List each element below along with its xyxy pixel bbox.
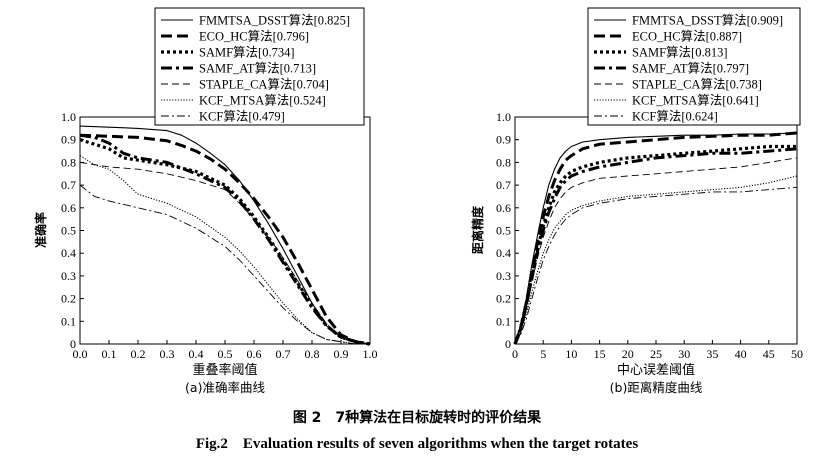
distance-x-tick-label: 5 [540, 347, 546, 361]
distance-legend-label-3: SAMF算法[0.813] [632, 45, 728, 60]
distance-y-tick-label: 0.9 [496, 133, 511, 147]
accuracy-x-tick-label: 0.6 [247, 347, 262, 361]
distance-x-axis-label: 中心误差阈值 [617, 362, 695, 378]
distance-x-tick-label: 40 [735, 347, 747, 361]
distance-series-line-3 [513, 144, 797, 345]
accuracy-x-tick-label: 0.5 [218, 347, 233, 361]
accuracy-x-tick-label: 1.0 [363, 347, 378, 361]
accuracy-legend-label-6: KCF_MTSA算法[0.524] [199, 93, 326, 108]
accuracy-legend-label-2: ECO_HC算法[0.796] [199, 29, 309, 44]
distance-legend-label-7: KCF算法[0.624] [632, 109, 718, 124]
accuracy-series-line-6 [79, 155, 370, 345]
distance-x-tick-label: 0 [512, 347, 518, 361]
distance-y-tick-label: 0.7 [496, 178, 511, 192]
accuracy-y-tick-label: 0.8 [61, 155, 76, 169]
accuracy-y-tick-label: 0.5 [61, 224, 76, 238]
accuracy-y-tick-label: 0.7 [61, 178, 76, 192]
distance-x-tick-label: 20 [622, 347, 634, 361]
accuracy-series-line-2 [79, 133, 371, 346]
distance-series-line-4 [513, 147, 798, 345]
distance-series-line-2 [513, 131, 798, 345]
accuracy-x-axis-label: 重叠率阈值 [192, 362, 257, 378]
accuracy-legend-label-1: FMMTSA_DSST算法[0.825] [199, 13, 350, 28]
accuracy-y-tick-label: 0.3 [61, 269, 76, 283]
accuracy-legend: FMMTSA_DSST算法[0.825]ECO_HC算法[0.796]SAMF算… [154, 7, 365, 126]
distance-series-line-7 [514, 186, 798, 345]
accuracy-x-tick-label: 0.7 [276, 347, 291, 361]
accuracy-chart: 0.0 0.1 0.2 0.3 0.4 0.5 0.6 0.7 0.8 0.9 1.0 0 0.1 0.2… [33, 7, 378, 395]
distance-legend-label-2: ECO_HC算法[0.887] [632, 29, 742, 44]
accuracy-x-tick-label: 0.3 [160, 347, 175, 361]
distance-legend-label-1: FMMTSA_DSST算法[0.909] [632, 13, 783, 28]
accuracy-legend-label-4: SAMF_AT算法[0.713] [199, 61, 316, 76]
distance-legend-label-6: KCF_MTSA算法[0.641] [632, 93, 759, 108]
accuracy-x-tick-label: 0.4 [189, 347, 204, 361]
accuracy-series-line-4 [79, 133, 371, 346]
accuracy-y-tick-label: 0 [70, 337, 76, 351]
accuracy-x-tick-label: 0.0 [73, 347, 88, 361]
distance-x-tick-label: 10 [565, 347, 577, 361]
accuracy-x-tick-label: 0.9 [334, 347, 349, 361]
accuracy-y-tick-label: 0.9 [61, 133, 76, 147]
distance-legend-label-5: STAPLE_CA算法[0.738] [632, 77, 762, 92]
accuracy-series-group [79, 125, 371, 346]
figure-caption-en: Fig.2 Evaluation results of seven algori… [196, 436, 638, 452]
accuracy-legend-label-3: SAMF算法[0.734] [199, 45, 295, 60]
distance-y-tick-label: 0.6 [496, 201, 511, 215]
distance-y-tick-label: 0.8 [496, 155, 511, 169]
distance-x-tick-label: 25 [650, 347, 662, 361]
distance-series-line-5 [514, 157, 798, 345]
distance-y-tick-label: 0.2 [496, 292, 511, 306]
distance-x-tick-label: 45 [763, 347, 775, 361]
accuracy-series-line-1 [79, 125, 371, 345]
distance-x-tick-label: 30 [678, 347, 690, 361]
distance-series-group [513, 131, 798, 345]
accuracy-x-tick-label: 0.8 [305, 347, 320, 361]
accuracy-x-tick-label: 0.1 [102, 347, 117, 361]
accuracy-legend-label-5: STAPLE_CA算法[0.704] [199, 77, 329, 92]
distance-y-tick-label: 0.5 [496, 224, 511, 238]
accuracy-y-tick-label: 0.4 [61, 246, 76, 260]
distance-legend-label-4: SAMF_AT算法[0.797] [632, 61, 749, 76]
distance-plot-frame [514, 116, 798, 345]
accuracy-y-tick-label: 0.2 [61, 292, 76, 306]
accuracy-series-line-5 [79, 161, 371, 345]
accuracy-plot-frame [79, 116, 371, 345]
distance-precision-chart: 0 5 10 15 20 25 30 35 40 45 50 0 0.1 0.2 0.3 0.4 0.5 0.6 0… [470, 7, 803, 395]
figure-caption-cn: 图 2 7种算法在目标旋转时的评价结果 [293, 409, 542, 426]
accuracy-y-tick-label: 0.1 [61, 314, 76, 328]
accuracy-y-axis-label: 准确率 [33, 212, 48, 248]
accuracy-legend-label-7: KCF算法[0.479] [199, 109, 285, 124]
distance-y-tick-label: 0.1 [496, 314, 511, 328]
distance-y-tick-label: 0.4 [496, 246, 511, 260]
accuracy-x-tick-label: 0.2 [131, 347, 146, 361]
distance-x-tick-label: 15 [594, 347, 606, 361]
distance-y-tick-label: 1.0 [496, 110, 511, 124]
accuracy-series-line-7 [79, 184, 370, 345]
distance-x-tick-label: 50 [791, 347, 803, 361]
distance-series-line-6 [514, 175, 798, 345]
distance-y-tick-label: 0 [505, 337, 511, 351]
distance-y-axis-label: 距离精度 [470, 205, 485, 254]
distance-x-tick-label: 35 [706, 347, 718, 361]
accuracy-y-tick-label: 0.6 [61, 201, 76, 215]
distance-subtitle: (b)距离精度曲线 [610, 380, 703, 395]
accuracy-y-tick-label: 1.0 [61, 110, 76, 124]
distance-y-tick-label: 0.3 [496, 269, 511, 283]
accuracy-subtitle: (a)准确率曲线 [185, 380, 265, 395]
distance-legend: FMMTSA_DSST算法[0.909]ECO_HC算法[0.887]SAMF算… [587, 7, 801, 126]
